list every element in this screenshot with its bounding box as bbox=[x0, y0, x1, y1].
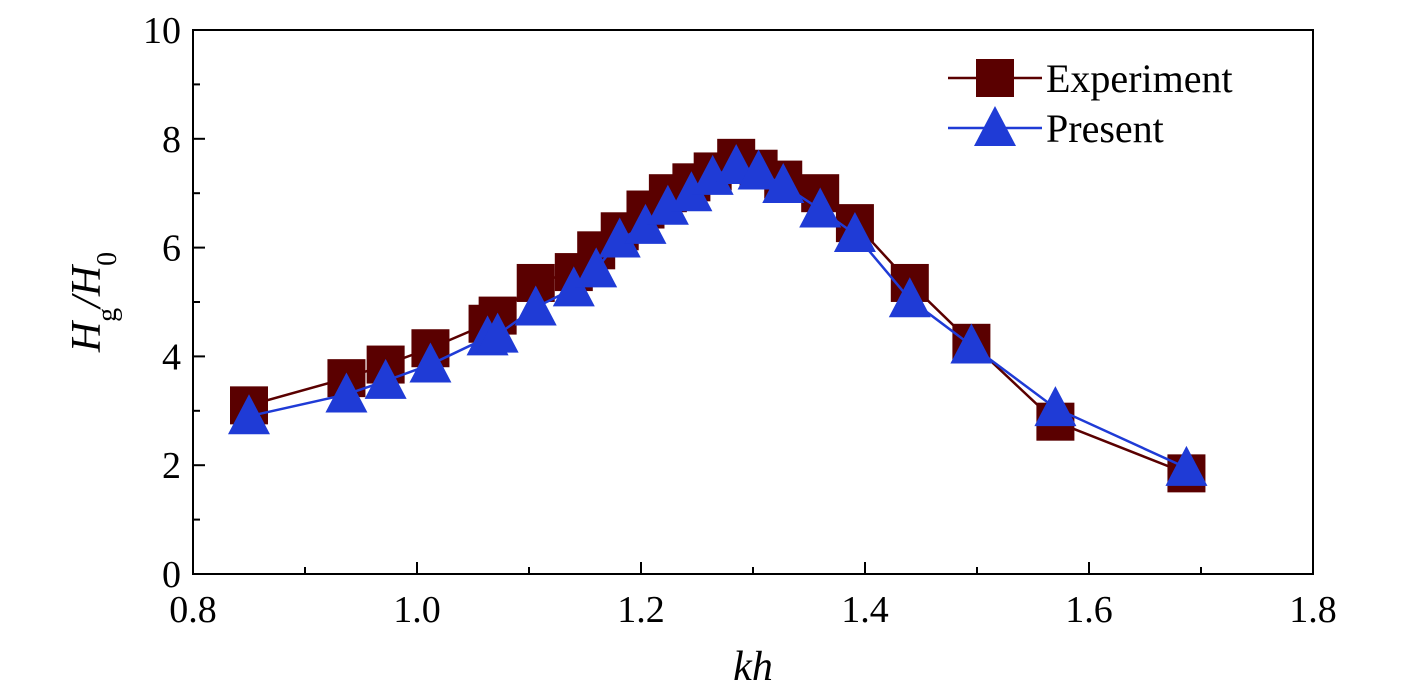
triangle-marker bbox=[737, 149, 780, 190]
x-tick-label: 1.8 bbox=[1289, 589, 1337, 631]
y-tick-label: 10 bbox=[143, 10, 181, 52]
legend: Experiment Present bbox=[948, 56, 1233, 151]
triangle-marker bbox=[598, 217, 641, 258]
y-tick-label: 0 bbox=[162, 554, 181, 596]
y-tick-label: 2 bbox=[162, 445, 181, 487]
legend-marker bbox=[974, 106, 1016, 146]
triangle-marker bbox=[514, 285, 557, 326]
x-tick-label: 1.2 bbox=[617, 589, 665, 631]
triangle-marker bbox=[691, 154, 734, 195]
triangle-marker bbox=[228, 394, 270, 435]
triangle-marker bbox=[646, 184, 689, 225]
legend-entry-present: Present bbox=[948, 106, 1164, 151]
triangle-marker bbox=[624, 203, 667, 244]
legend-marker bbox=[976, 59, 1014, 97]
triangle-marker bbox=[888, 277, 931, 318]
triangle-marker bbox=[670, 171, 713, 212]
triangle-marker bbox=[799, 187, 842, 228]
triangle-marker bbox=[1034, 386, 1077, 427]
x-tick-label: 0.8 bbox=[169, 589, 217, 631]
y-tick-label: 4 bbox=[162, 336, 181, 378]
x-tick-label: 1.6 bbox=[1065, 589, 1113, 631]
triangle-marker bbox=[950, 323, 993, 364]
legend-label: Present bbox=[1046, 106, 1164, 151]
plot-series bbox=[228, 138, 1208, 493]
series-present bbox=[228, 144, 1208, 486]
x-tick-label: 1.0 bbox=[393, 589, 441, 631]
legend-label: Experiment bbox=[1046, 56, 1233, 101]
y-tick-label: 8 bbox=[162, 119, 181, 161]
axes: 0.8 1.0 1.2 1.4 1.6 1.8 0 2 4 6 8 10 bbox=[143, 10, 1337, 631]
triangle-marker bbox=[364, 358, 407, 399]
triangle-marker bbox=[552, 266, 595, 307]
triangle-marker bbox=[1165, 445, 1208, 486]
triangle-marker bbox=[325, 372, 368, 413]
triangle-marker bbox=[476, 312, 519, 353]
x-tick-label: 1.4 bbox=[841, 589, 889, 631]
triangle-marker bbox=[575, 247, 618, 288]
triangle-marker bbox=[409, 342, 452, 383]
y-axis-title: Hg/H0 bbox=[64, 252, 123, 353]
legend-entry-experiment: Experiment bbox=[948, 56, 1233, 101]
x-axis-title: kh bbox=[733, 644, 773, 690]
triangle-marker bbox=[833, 212, 876, 252]
triangle-marker bbox=[762, 163, 805, 204]
y-tick-label: 6 bbox=[162, 228, 181, 270]
axis-labels: kh Hg/H0 bbox=[64, 252, 773, 690]
